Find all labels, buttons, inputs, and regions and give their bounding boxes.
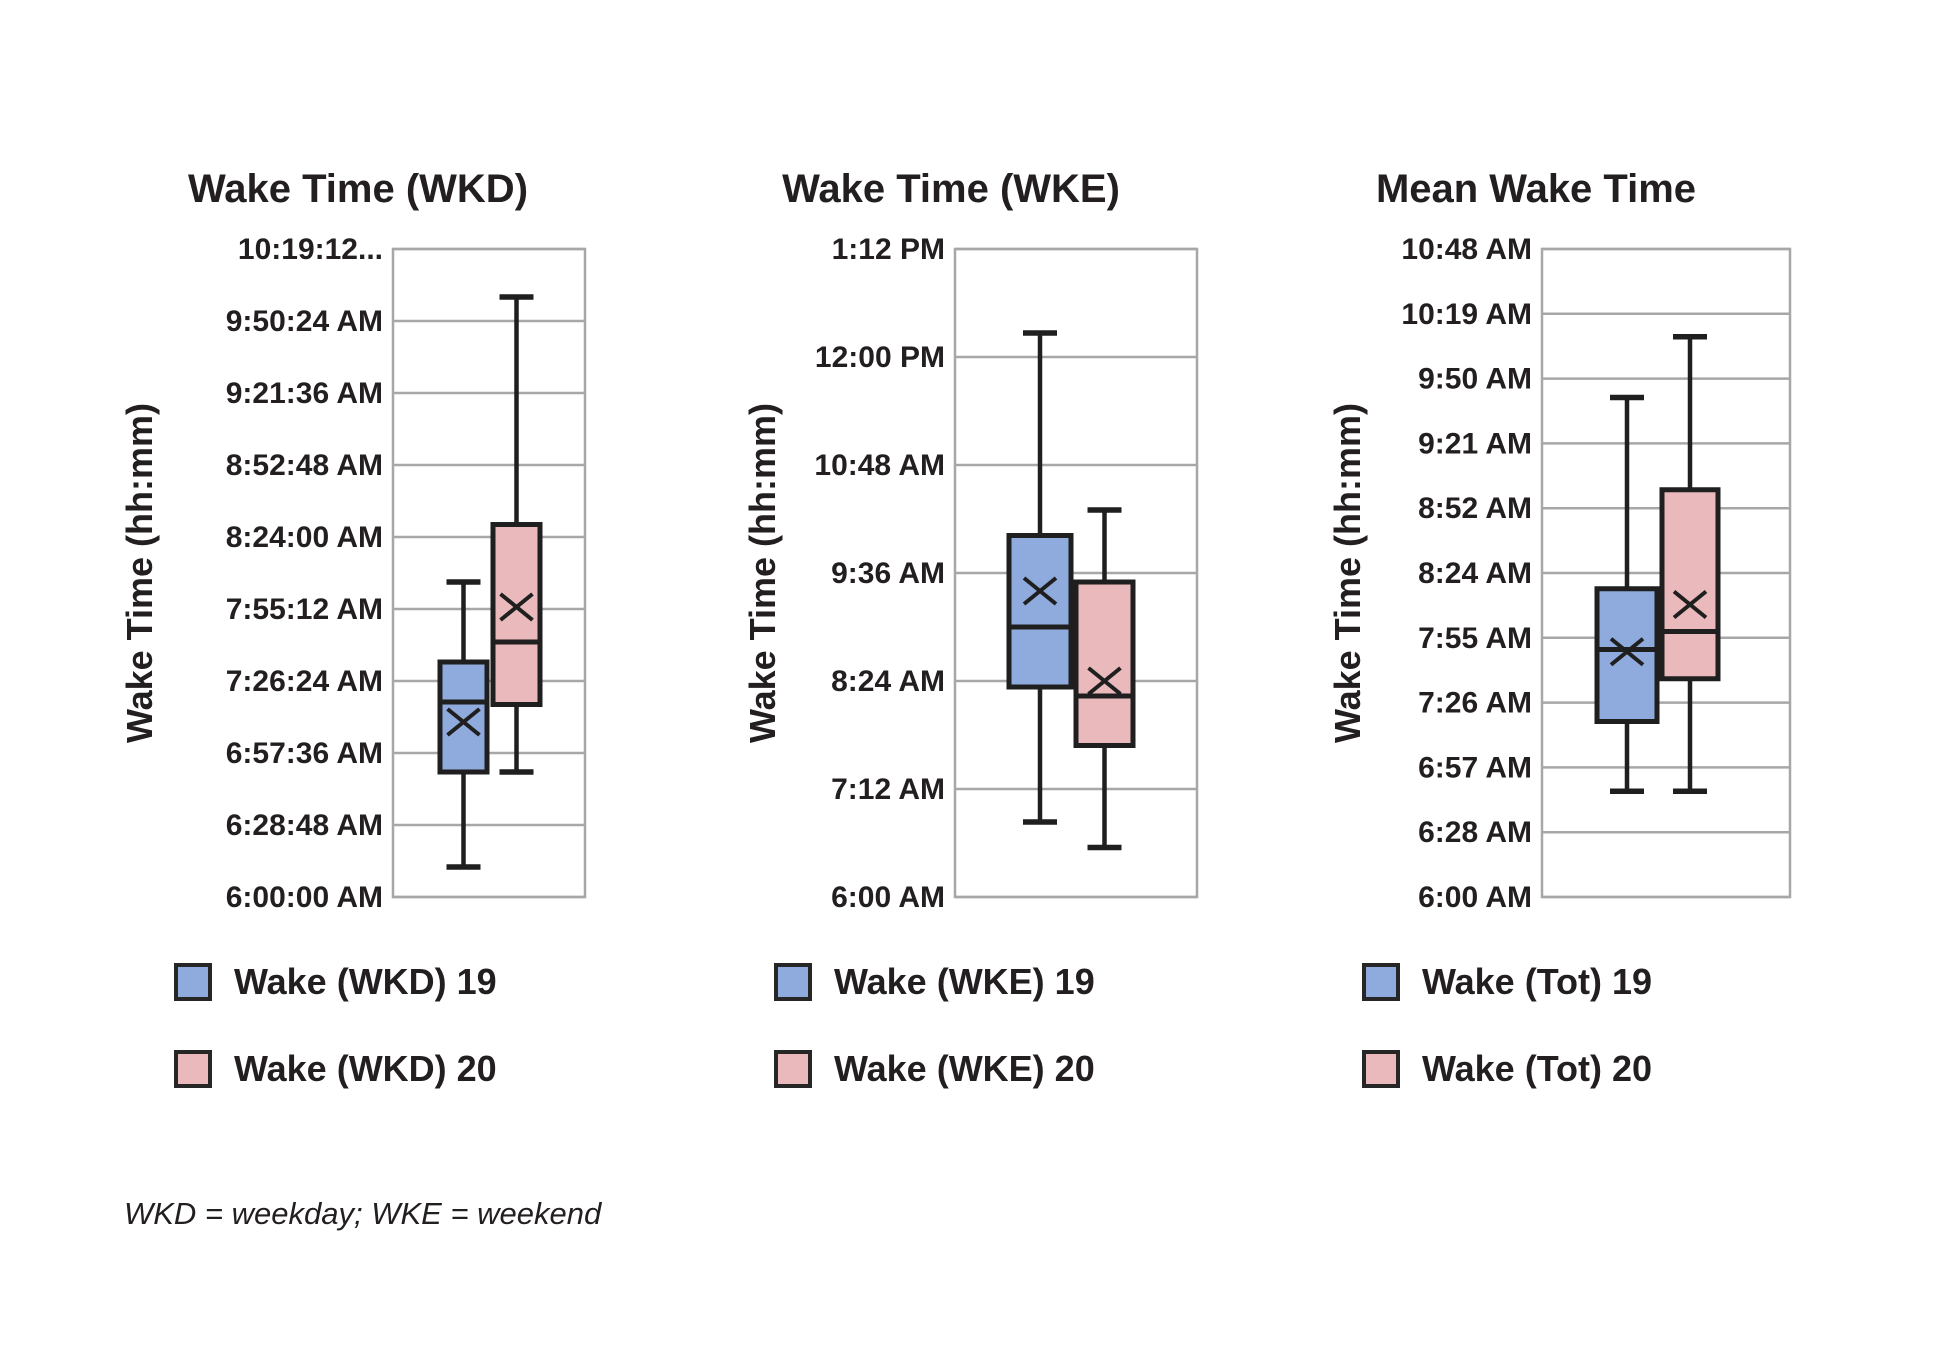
box-20 xyxy=(490,522,543,707)
y-tick-label: 10:48 AM xyxy=(1401,233,1532,266)
y-tick-label: 10:19:12... xyxy=(238,233,383,266)
y-tick-label: 10:48 AM xyxy=(814,449,945,482)
mean-x-marker xyxy=(446,707,481,737)
y-tick-label: 8:52:48 AM xyxy=(226,449,383,482)
box-19 xyxy=(437,659,490,775)
y-tick-label: 9:50 AM xyxy=(1418,363,1532,396)
y-tick-label: 10:19 AM xyxy=(1401,298,1532,331)
y-tick-label: 6:00:00 AM xyxy=(226,881,383,914)
legend-label: Wake (WKE) 19 xyxy=(834,961,1095,1002)
y-tick-label: 12:00 PM xyxy=(815,341,945,374)
series-19-swatch-icon xyxy=(1362,963,1400,1001)
y-tick-label: 8:24 AM xyxy=(1418,557,1532,590)
y-tick-label: 6:28 AM xyxy=(1418,816,1532,849)
legend-label: Wake (WKD) 19 xyxy=(234,961,497,1002)
plot-border xyxy=(953,247,1199,899)
legend-item: Wake (WKD) 20 xyxy=(174,1048,497,1089)
series-20-swatch-icon xyxy=(774,1050,812,1088)
legend-label: Wake (WKD) 20 xyxy=(234,1048,497,1089)
plot-border xyxy=(1540,247,1792,899)
legend-item: Wake (WKE) 19 xyxy=(774,961,1095,1002)
legend-label: Wake (Tot) 19 xyxy=(1422,961,1653,1002)
y-tick-label: 9:50:24 AM xyxy=(226,305,383,338)
mean-x-marker xyxy=(1022,576,1058,606)
legend-label: Wake (WKE) 20 xyxy=(834,1048,1095,1089)
chart-title: Mean Wake Time xyxy=(1376,167,1696,211)
legend-label: Wake (Tot) 20 xyxy=(1422,1048,1653,1089)
y-axis-title: Wake Time (hh:mm) xyxy=(1327,403,1368,743)
wke-boxplot-chart: Wake Time (WKE) Wake Time (hh:mm) 1:12 P… xyxy=(742,167,1199,914)
plot-border xyxy=(391,247,587,899)
box-20 xyxy=(1073,579,1136,748)
y-tick-label: 6:00 AM xyxy=(831,881,945,914)
y-tick-label: 9:21:36 AM xyxy=(226,377,383,410)
y-tick-label: 1:12 PM xyxy=(832,233,945,266)
mean-x-marker xyxy=(1672,589,1708,620)
legend-item: Wake (WKD) 19 xyxy=(174,961,497,1002)
wkd-boxplot-chart: Wake Time (WKD) Wake Time (hh:mm) 10:19:… xyxy=(119,167,587,914)
box-19 xyxy=(1006,533,1074,690)
chart-title: Wake Time (WKE) xyxy=(782,167,1120,211)
series-20-swatch-icon xyxy=(174,1050,212,1088)
y-tick-label: 8:24 AM xyxy=(831,665,945,698)
box-19 xyxy=(1594,586,1660,724)
y-tick-label: 6:57:36 AM xyxy=(226,737,383,770)
y-tick-label: 8:52 AM xyxy=(1418,492,1532,525)
y-axis-title: Wake Time (hh:mm) xyxy=(119,403,160,743)
y-tick-label: 6:28:48 AM xyxy=(226,809,383,842)
mean-x-marker xyxy=(1609,637,1645,667)
y-tick-label: 7:26:24 AM xyxy=(226,665,383,698)
y-tick-label: 9:36 AM xyxy=(831,557,945,590)
y-tick-label: 7:26 AM xyxy=(1418,687,1532,720)
series-20-swatch-icon xyxy=(1362,1050,1400,1088)
mean-x-marker xyxy=(1087,666,1122,696)
y-tick-label: 7:12 AM xyxy=(831,773,945,806)
series-19-swatch-icon xyxy=(774,963,812,1001)
legend-item: Wake (Tot) 20 xyxy=(1362,1048,1653,1089)
y-axis-title: Wake Time (hh:mm) xyxy=(742,403,783,743)
mean-x-marker xyxy=(499,592,534,622)
legend-item: Wake (Tot) 19 xyxy=(1362,961,1653,1002)
series-19-swatch-icon xyxy=(174,963,212,1001)
abbreviation-footnote: WKD = weekday; WKE = weekend xyxy=(124,1196,602,1231)
legend-item: Wake (WKE) 20 xyxy=(774,1048,1095,1089)
y-tick-label: 8:24:00 AM xyxy=(226,521,383,554)
y-tick-label: 9:21 AM xyxy=(1418,427,1532,460)
y-tick-label: 7:55:12 AM xyxy=(226,593,383,626)
mean-boxplot-chart: Mean Wake Time Wake Time (hh:mm) 10:48 A… xyxy=(1327,167,1792,914)
y-tick-label: 6:00 AM xyxy=(1418,881,1532,914)
chart-title: Wake Time (WKD) xyxy=(188,167,528,211)
y-tick-label: 7:55 AM xyxy=(1418,622,1532,655)
y-tick-label: 6:57 AM xyxy=(1418,751,1532,784)
box-20 xyxy=(1659,487,1721,682)
